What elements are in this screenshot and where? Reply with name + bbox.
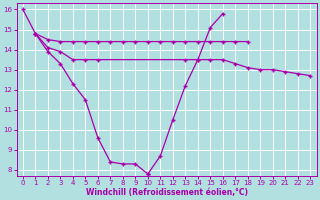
X-axis label: Windchill (Refroidissement éolien,°C): Windchill (Refroidissement éolien,°C) [85, 188, 248, 197]
